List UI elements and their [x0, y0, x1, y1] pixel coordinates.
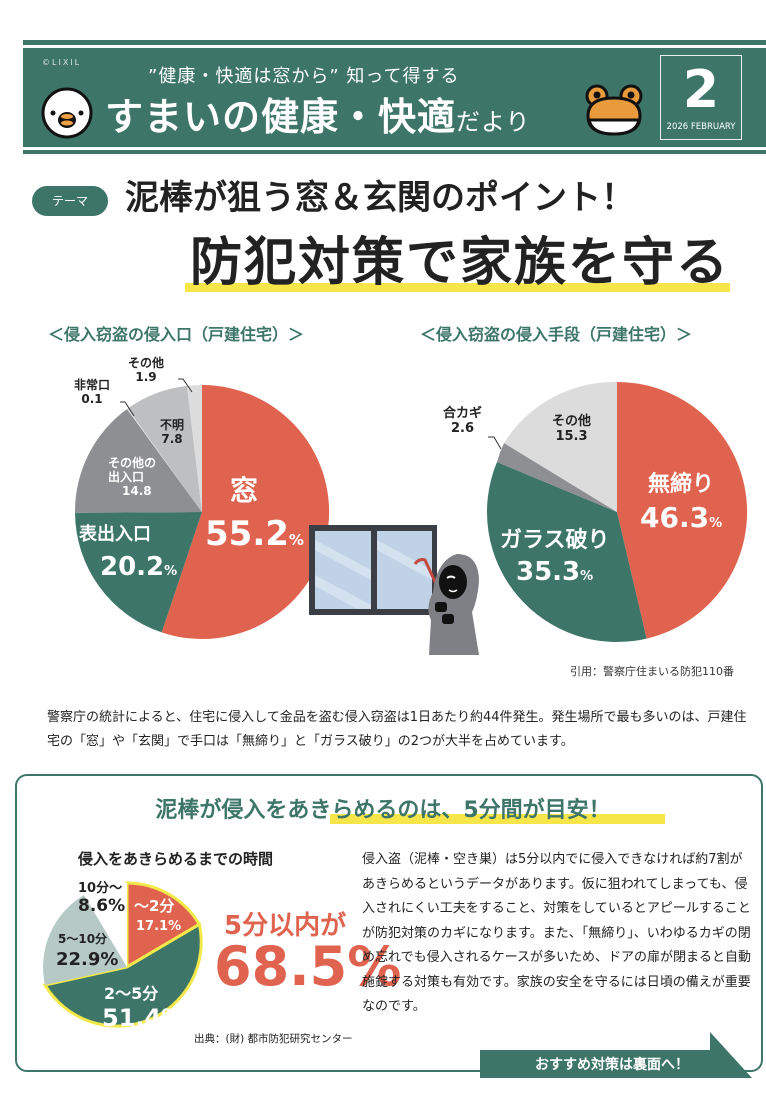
article-subtitle: 泥棒が狙う窓＆玄関のポイント！	[125, 178, 635, 218]
give-up-time-pie-chart	[42, 881, 203, 1028]
highlight-value: 68.5%	[214, 935, 402, 998]
cta-arrow-banner	[480, 1032, 752, 1078]
label-unknown: 不明 7.8	[160, 418, 185, 446]
value-5-10min: 22.9%	[56, 949, 119, 970]
masthead-tagline: ”健康・快適は窓から” 知って得する	[148, 66, 460, 87]
issue-badge: 2 2026 FEBRUARY	[660, 55, 742, 140]
box-title-highlight	[330, 814, 665, 824]
value-window: 55.2%	[205, 514, 304, 554]
header-bottom-rule	[23, 150, 766, 154]
label-under-2min: ～2分	[134, 897, 175, 915]
value-over-10min: 8.6%	[78, 896, 126, 916]
value-glass-break: 35.3%	[516, 557, 594, 587]
label-2-5min: 2～5分	[104, 984, 159, 1003]
see-reverse-link[interactable]: おすすめ対策は裏面へ！	[535, 1057, 689, 1073]
burglar-window-illustration	[309, 525, 479, 655]
label-glass-break: ガラス破り	[500, 528, 610, 553]
entry-point-pie-chart	[74, 378, 748, 643]
title-highlight	[185, 283, 730, 292]
copyright-label: ©LIXIL	[42, 58, 82, 67]
issue-number: 2	[682, 60, 720, 120]
issue-date: 2026 FEBRUARY	[666, 122, 736, 132]
intro-paragraph: 警察庁の統計によると、住宅に侵入して金品を盗む侵入窃盗は1日あたり約44件発生。…	[47, 710, 747, 749]
label-5-10min: 5～10分	[58, 932, 108, 946]
entry-point-chart-title: ＜侵入窃盗の侵入口（戸建住宅）＞	[48, 325, 305, 344]
method-chart-title: ＜侵入窃盗の侵入手段（戸建住宅）＞	[420, 325, 693, 344]
label-other-entrance: その他の 出入口 14.8	[108, 456, 157, 498]
label-unlocked: 無締り	[648, 472, 715, 497]
box-body-text: 侵入盗（泥棒・空き巣）は5分以内でに侵入できなければ約7割があきらめるというデー…	[362, 852, 751, 1014]
value-under-2min: 17.1%	[136, 919, 182, 934]
value-front-door: 20.2%	[100, 552, 178, 582]
article-title: 防犯対策で家族を守る	[190, 233, 731, 293]
box-title: 泥棒が侵入をあきらめるのは、5分間が目安！	[155, 798, 611, 823]
label-front-door: 表出入口	[79, 524, 151, 545]
value-2-5min: 51.4%	[102, 1004, 186, 1032]
label-duplicate-key: 合カギ 2.6	[443, 406, 483, 436]
frog-mascot-icon	[585, 84, 643, 136]
highlight-label: 5分以内が	[224, 911, 347, 941]
info-box	[15, 774, 763, 1072]
header-top-rule	[23, 40, 766, 45]
duck-mascot-icon	[41, 87, 93, 139]
time-chart-title: 侵入をあきらめるまでの時間	[78, 850, 274, 868]
label-emergency-exit: 非常口 0.1	[74, 378, 111, 406]
theme-badge: テーマ	[32, 186, 108, 216]
chart-source: 出典：(財) 都市防犯研究センター	[194, 1033, 353, 1045]
label-other: その他 1.9	[128, 356, 165, 384]
chart-citation: 引用：警察庁住まいる防犯110番	[570, 665, 734, 678]
value-unlocked: 46.3%	[640, 501, 723, 534]
label-method-other: その他 15.3	[552, 414, 592, 444]
masthead-title: すまいの健康・快適だより	[105, 95, 531, 139]
label-window: 窓	[230, 474, 259, 507]
label-over-10min: 10分～	[78, 881, 123, 896]
